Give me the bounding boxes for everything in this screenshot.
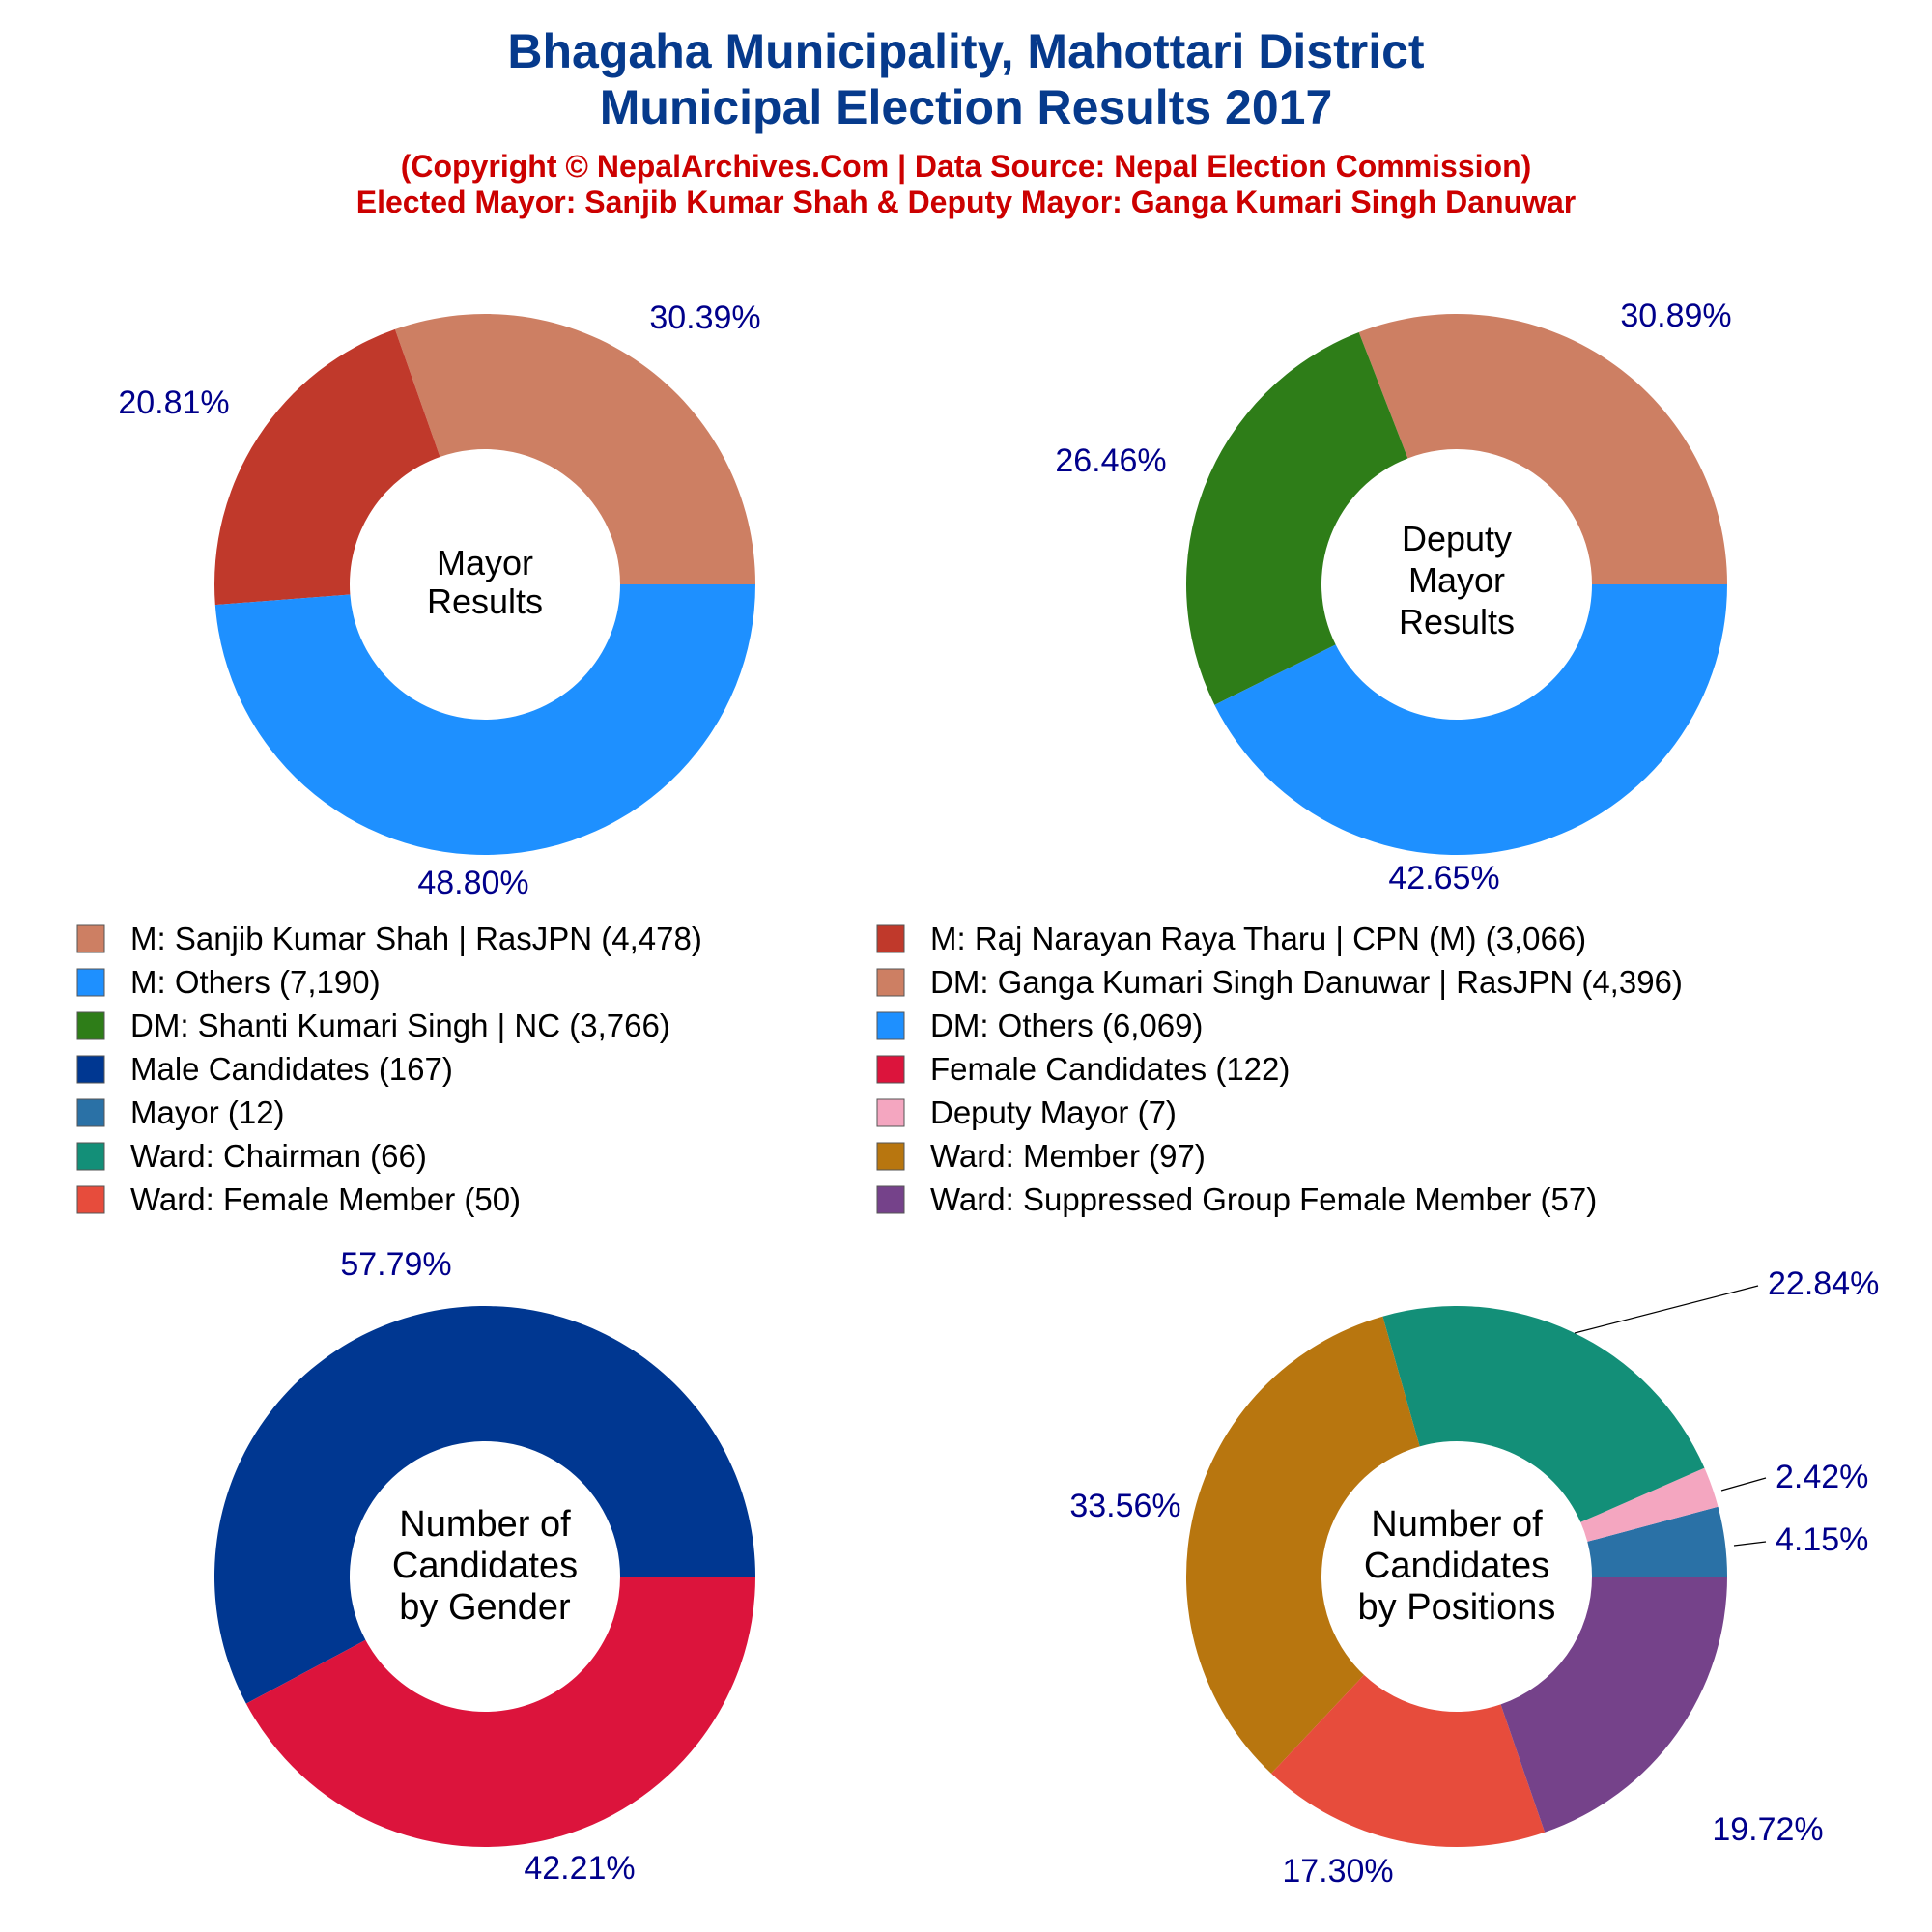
legend-item: M: Raj Narayan Raya Tharu | CPN (M) (3,0… bbox=[876, 921, 1586, 956]
label-leader-line bbox=[1733, 1541, 1767, 1547]
legend-label: DM: Ganga Kumari Singh Danuwar | RasJPN … bbox=[930, 964, 1683, 1000]
chart-title-line-2: Municipal Election Results 2017 bbox=[600, 80, 1333, 134]
legend-item: M: Sanjib Kumar Shah | RasJPN (4,478) bbox=[76, 921, 702, 956]
legend-swatch bbox=[76, 1185, 105, 1214]
slice-percent-label: 42.65% bbox=[1388, 860, 1499, 896]
donut-slice bbox=[1500, 1577, 1728, 1833]
slice-percent-label: 19.72% bbox=[1712, 1811, 1823, 1848]
donut-charts: 30.39%20.81%48.80%MayorResults30.89%26.4… bbox=[118, 298, 1879, 1889]
legend-swatch bbox=[876, 1185, 905, 1214]
slice-percent-label: 48.80% bbox=[417, 865, 528, 901]
chart-title-line-1: Bhagaha Municipality, Mahottari District bbox=[507, 24, 1425, 78]
legend-item: Mayor (12) bbox=[76, 1094, 285, 1130]
donut-slice bbox=[1358, 313, 1727, 584]
legend-swatch bbox=[76, 1055, 105, 1084]
donut-center-label: Deputy bbox=[1402, 519, 1512, 558]
legend-swatch bbox=[76, 924, 105, 953]
legend-swatch bbox=[876, 1055, 905, 1084]
donut-slice bbox=[1580, 1467, 1719, 1542]
legend-item: Ward: Chairman (66) bbox=[76, 1138, 427, 1174]
label-leader-line bbox=[1574, 1285, 1759, 1334]
slice-percent-label: 4.15% bbox=[1776, 1521, 1868, 1558]
donut-slice bbox=[1587, 1506, 1727, 1577]
chart-subtitle-line-2: Elected Mayor: Sanjib Kumar Shah & Deput… bbox=[356, 185, 1576, 219]
donut-center-label: Results bbox=[427, 582, 543, 621]
donut-slice bbox=[213, 1305, 755, 1704]
donut-chart-4: 4.15% 2.42% 22.84% 33.56% 17.30% 19.72% Number… bbox=[1069, 1265, 1879, 1889]
slice-percent-label: 20.81% bbox=[118, 384, 229, 421]
legend-swatch bbox=[76, 1098, 105, 1127]
legend-swatch bbox=[76, 968, 105, 997]
donut-center-label: Mayor bbox=[1408, 560, 1505, 600]
legend-item: DM: Others (6,069) bbox=[876, 1008, 1203, 1043]
legend-swatch bbox=[876, 1011, 905, 1040]
donut-center-label: Results bbox=[1399, 602, 1515, 641]
slice-percent-label: 57.79% bbox=[340, 1246, 451, 1283]
label-leader-line bbox=[1720, 1477, 1767, 1492]
legend-label: Ward: Female Member (50) bbox=[130, 1181, 521, 1217]
donut-center-label: Number of bbox=[1371, 1504, 1543, 1545]
slice-percent-label: 17.30% bbox=[1282, 1853, 1393, 1889]
donut-center-label: Candidates bbox=[1364, 1546, 1549, 1586]
legend-item: Ward: Suppressed Group Female Member (57… bbox=[876, 1181, 1597, 1217]
legend-label: M: Others (7,190) bbox=[130, 964, 381, 1000]
legend-label: Mayor (12) bbox=[130, 1094, 285, 1130]
legend-item: Ward: Member (97) bbox=[876, 1138, 1206, 1174]
legend-label: Male Candidates (167) bbox=[130, 1051, 453, 1087]
legend-label: DM: Shanti Kumari Singh | NC (3,766) bbox=[130, 1008, 670, 1043]
legend-label: Female Candidates (122) bbox=[930, 1051, 1290, 1087]
slice-percent-label: 2.42% bbox=[1776, 1459, 1868, 1495]
slice-percent-label: 30.39% bbox=[649, 299, 760, 336]
slice-percent-label: 33.56% bbox=[1069, 1488, 1180, 1524]
donut-slice bbox=[1382, 1306, 1705, 1522]
slice-percent-label: 22.84% bbox=[1768, 1265, 1879, 1302]
legend-item: Ward: Female Member (50) bbox=[76, 1181, 521, 1217]
donut-center-label: by Positions bbox=[1358, 1587, 1556, 1628]
legend-swatch bbox=[876, 1098, 905, 1127]
slice-percent-label: 42.21% bbox=[524, 1850, 635, 1887]
legend-item: Deputy Mayor (7) bbox=[876, 1094, 1177, 1130]
figure-header: Bhagaha Municipality, Mahottari District… bbox=[356, 24, 1576, 219]
legend-item: DM: Shanti Kumari Singh | NC (3,766) bbox=[76, 1008, 670, 1043]
legend-swatch bbox=[876, 968, 905, 997]
legend-swatch bbox=[876, 1142, 905, 1171]
donut-slice bbox=[1185, 1316, 1420, 1774]
donut-slice bbox=[1271, 1674, 1546, 1847]
legend-label: Ward: Suppressed Group Female Member (57… bbox=[930, 1181, 1597, 1217]
donut-slice bbox=[1214, 584, 1727, 855]
donut-center-label: Number of bbox=[399, 1504, 571, 1545]
donut-center-label: Mayor bbox=[437, 543, 533, 582]
legend-label: Ward: Chairman (66) bbox=[130, 1138, 427, 1174]
legend: M: Sanjib Kumar Shah | RasJPN (4,478) M: … bbox=[76, 921, 1683, 1217]
legend-swatch bbox=[76, 1142, 105, 1171]
legend-label: Deputy Mayor (7) bbox=[930, 1094, 1177, 1130]
donut-center-label: by Gender bbox=[399, 1587, 571, 1628]
legend-item: DM: Ganga Kumari Singh Danuwar | RasJPN … bbox=[876, 964, 1683, 1000]
donut-slice bbox=[214, 328, 440, 606]
legend-item: M: Others (7,190) bbox=[76, 964, 381, 1000]
legend-swatch bbox=[76, 1011, 105, 1040]
donut-slice bbox=[394, 314, 755, 584]
chart-subtitle-line-1: (Copyright © NepalArchives.Com | Data So… bbox=[401, 149, 1532, 184]
legend-item: Female Candidates (122) bbox=[876, 1051, 1290, 1087]
legend-item: Male Candidates (167) bbox=[76, 1051, 453, 1087]
slice-percent-label: 26.46% bbox=[1055, 442, 1166, 479]
legend-label: M: Raj Narayan Raya Tharu | CPN (M) (3,0… bbox=[930, 921, 1586, 956]
donut-slice bbox=[214, 584, 755, 856]
donut-center-label: Candidates bbox=[392, 1546, 578, 1586]
donut-slice bbox=[245, 1577, 756, 1847]
legend-swatch bbox=[876, 924, 905, 953]
legend-label: M: Sanjib Kumar Shah | RasJPN (4,478) bbox=[130, 921, 702, 956]
legend-label: DM: Others (6,069) bbox=[930, 1008, 1203, 1043]
slice-percent-label: 30.89% bbox=[1620, 298, 1731, 334]
legend-label: Ward: Member (97) bbox=[930, 1138, 1206, 1174]
donut-slice bbox=[1186, 331, 1408, 705]
